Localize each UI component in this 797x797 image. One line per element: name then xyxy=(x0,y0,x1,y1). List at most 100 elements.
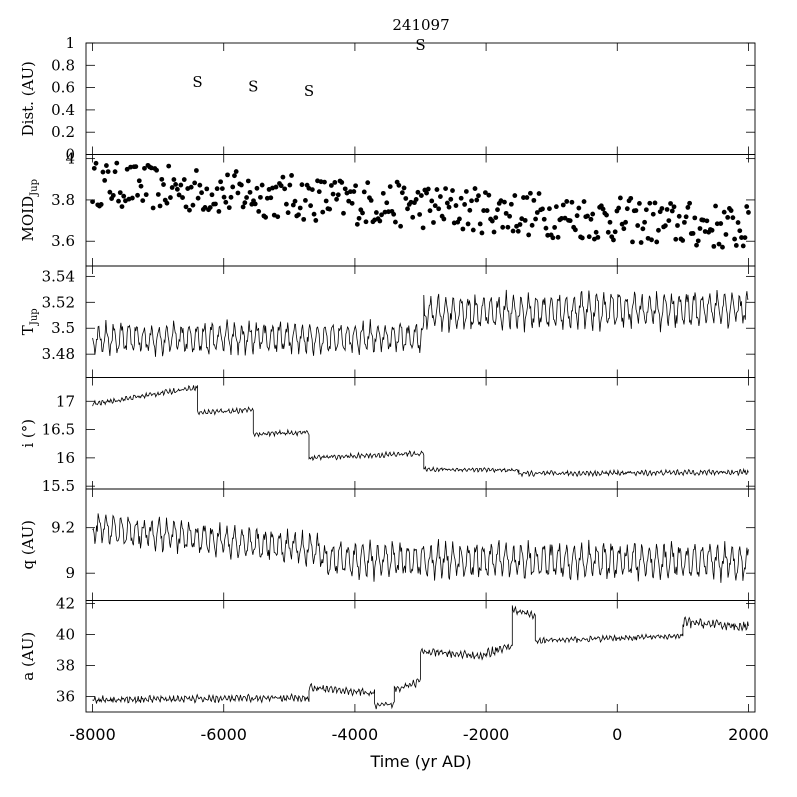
moid-point xyxy=(124,166,130,172)
moid-point xyxy=(328,183,334,188)
ytick-label-dist: 1 xyxy=(65,34,75,52)
moid-point xyxy=(517,222,523,227)
moid-point xyxy=(503,210,509,216)
moid-point xyxy=(287,182,293,188)
ylabel-inc: i (°) xyxy=(19,419,37,448)
moid-point xyxy=(244,195,249,200)
moid-point xyxy=(301,216,307,222)
moid-point xyxy=(469,198,474,204)
moid-point xyxy=(541,216,547,222)
moid-point xyxy=(238,182,244,188)
moid-point xyxy=(600,206,606,212)
moid-point xyxy=(183,204,189,210)
moid-point xyxy=(470,227,476,233)
close-approach-marker: S xyxy=(415,36,425,54)
panel-inc: 15.5 16 16.5 17 i (°) xyxy=(19,377,756,495)
xtick-label: -6000 xyxy=(200,725,247,744)
moid-point xyxy=(180,195,185,200)
moid-point xyxy=(209,192,215,198)
moid-point xyxy=(104,163,109,168)
moid-point xyxy=(192,180,198,186)
moid-point xyxy=(652,200,658,206)
moid-point xyxy=(666,218,672,223)
moid-point xyxy=(228,194,234,200)
moid-point xyxy=(720,244,725,250)
moid-point xyxy=(360,210,365,216)
moid-point xyxy=(427,208,433,214)
xtick-label: 2000 xyxy=(728,725,769,744)
moid-point xyxy=(633,208,639,213)
moid-point xyxy=(282,186,288,192)
ytick-label-tjup: 3.54 xyxy=(42,267,75,285)
moid-point xyxy=(396,182,402,188)
moid-point xyxy=(373,210,379,215)
moid-point xyxy=(441,216,447,222)
panels: 0 0.2 0.4 0.6 0.8 1 Dist. (AU) S S S S 3.6 3.8 4 MOIDJ… xyxy=(19,34,756,713)
moid-point xyxy=(604,212,609,218)
moid-point xyxy=(219,186,225,191)
moid-point xyxy=(740,243,746,249)
moid-point xyxy=(316,189,322,195)
moid-point xyxy=(207,205,213,210)
ytick-label-moid: 3.6 xyxy=(51,232,75,250)
moid-point xyxy=(356,215,362,221)
ytick-label-moid: 4 xyxy=(65,150,75,168)
moid-point xyxy=(718,221,724,226)
moid-point xyxy=(334,196,339,202)
moid-point xyxy=(361,189,367,195)
moid-point xyxy=(116,198,121,204)
moid-point xyxy=(133,164,139,170)
moid-point xyxy=(695,238,701,244)
moid-point xyxy=(526,232,532,238)
moid-point xyxy=(669,208,675,214)
moid-point xyxy=(197,182,203,188)
moid-point xyxy=(432,203,438,209)
ytick-label-moid: 3.8 xyxy=(51,191,75,209)
moid-point xyxy=(484,208,490,213)
moid-point xyxy=(662,223,668,229)
moid-point xyxy=(258,194,263,200)
moid-point xyxy=(474,197,480,203)
ytick-label-a: 42 xyxy=(56,595,75,613)
ytick-label-inc: 15.5 xyxy=(42,477,75,495)
moid-point xyxy=(225,172,230,178)
moid-point xyxy=(711,243,717,249)
moid-point xyxy=(564,199,570,204)
moid-point xyxy=(226,205,232,211)
xtick-label: -4000 xyxy=(332,725,379,744)
moid-point xyxy=(199,190,204,196)
moid-point xyxy=(562,215,568,221)
moid-point xyxy=(410,214,416,220)
moid-point xyxy=(386,209,391,215)
series-tjup xyxy=(92,289,749,357)
moid-point xyxy=(547,206,552,212)
ytick-label-a: 40 xyxy=(56,626,75,644)
moid-point xyxy=(521,195,526,200)
moid-point xyxy=(647,200,653,206)
moid-point xyxy=(380,190,386,196)
moid-point xyxy=(346,198,352,204)
moid-point xyxy=(232,173,237,179)
moid-point xyxy=(617,195,623,201)
moid-point xyxy=(393,219,398,225)
moid-point xyxy=(716,241,722,247)
moid-point xyxy=(403,196,409,201)
ytick-label-dist: 0.2 xyxy=(51,123,75,141)
moid-point xyxy=(550,235,556,241)
moid-point xyxy=(694,242,699,248)
moid-point xyxy=(572,227,578,233)
moid-point xyxy=(512,193,518,198)
moid-point xyxy=(659,206,665,211)
moid-point xyxy=(129,195,135,201)
moid-point xyxy=(505,224,511,230)
moid-point xyxy=(579,235,585,241)
moid-point xyxy=(311,211,317,217)
moid-point xyxy=(354,221,360,227)
moid-point xyxy=(405,206,410,212)
moid-point xyxy=(384,200,390,206)
moid-point xyxy=(387,184,393,190)
moid-point xyxy=(278,183,284,189)
moid-point xyxy=(438,194,443,199)
moid-point xyxy=(462,202,468,207)
moid-point xyxy=(309,187,315,192)
